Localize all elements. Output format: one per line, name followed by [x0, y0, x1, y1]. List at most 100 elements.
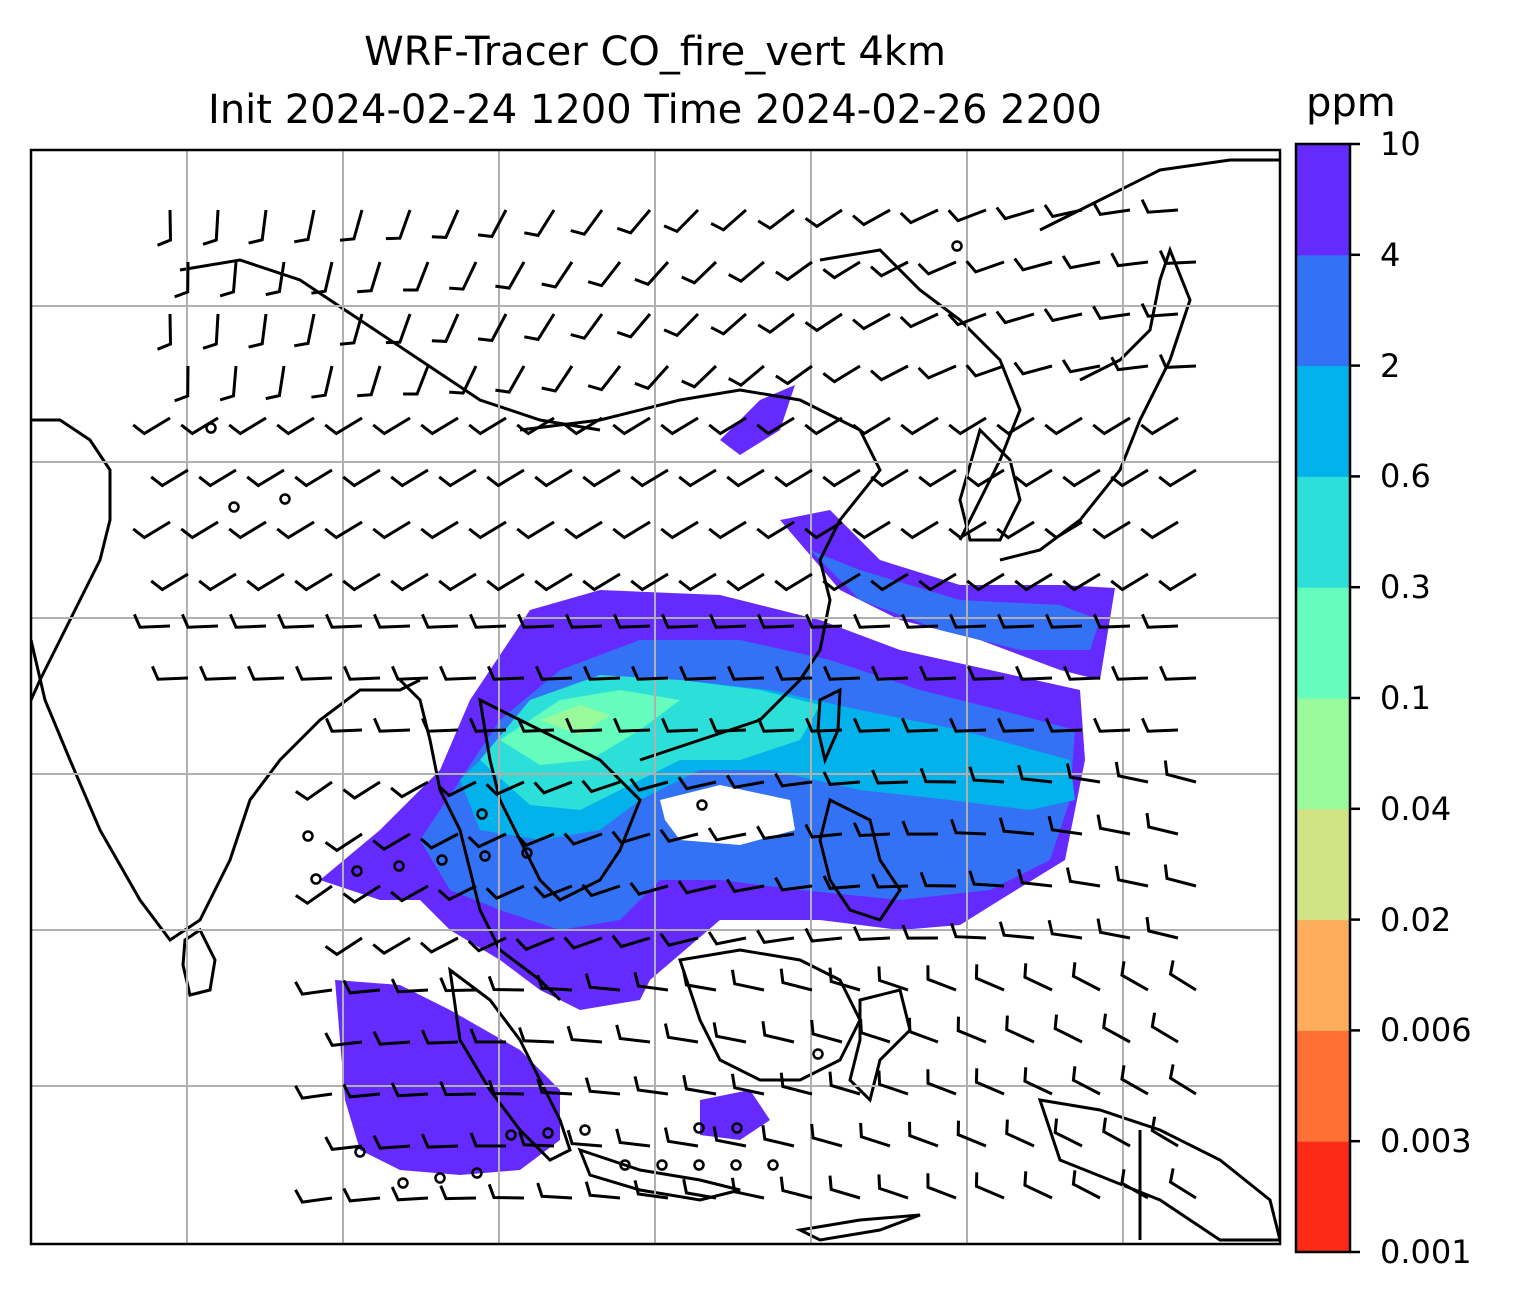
colorbar-bin [1296, 254, 1350, 367]
wind-barb [1145, 812, 1179, 836]
wind-barb [477, 313, 508, 343]
wind-barb [293, 313, 316, 348]
wind-barb [877, 966, 909, 992]
wind-barb [295, 665, 333, 681]
wind-barb [533, 780, 573, 795]
wind-barb [660, 520, 699, 540]
calm-wind-circle [471, 1167, 483, 1179]
wind-barb [612, 416, 651, 436]
wind-barb [616, 313, 652, 339]
wind-barb [712, 1126, 747, 1148]
wind-barb [869, 364, 909, 382]
wind-barb [311, 261, 334, 295]
wind-barb [391, 665, 429, 681]
wind-barb [421, 613, 459, 629]
wind-barb [1013, 257, 1053, 272]
plume-layer-0.1 [540, 705, 610, 735]
wind-barb [487, 1183, 525, 1200]
wind-barb [294, 1189, 333, 1204]
wind-barb [1096, 918, 1131, 940]
wind-barb [681, 260, 718, 285]
wind-barb [727, 260, 765, 284]
wind-barb [949, 717, 987, 733]
wind-barb [995, 310, 1035, 325]
calm-wind-circle [951, 240, 963, 252]
wind-barb [372, 1030, 411, 1046]
wind-barbs [132, 198, 1197, 1204]
wind-barb [828, 1071, 861, 1096]
calm-wind-circle [730, 1159, 742, 1171]
wind-barb [276, 416, 315, 436]
wind-barb [956, 1016, 987, 1044]
calm-wind-circle [619, 1159, 631, 1171]
wind-barb [1163, 864, 1197, 888]
colorbar-tick-label: 0.1 [1380, 679, 1431, 717]
wind-barb [918, 572, 957, 592]
wind-barb [467, 832, 507, 849]
wind-barb [324, 416, 363, 436]
map-frame [29, 148, 1282, 1246]
wind-barb [536, 1078, 573, 1096]
wind-barb [681, 364, 718, 389]
wind-barb [421, 1029, 459, 1045]
coast-india [31, 418, 112, 701]
wind-barb [518, 1027, 555, 1044]
wind-barb [1043, 308, 1083, 323]
wind-barb [859, 1018, 891, 1044]
wind-barb [247, 665, 285, 681]
coast-borneo [678, 948, 862, 1082]
wind-barb [967, 665, 1005, 681]
wind-barb [390, 1186, 429, 1202]
wind-barb [487, 975, 525, 992]
wind-barb [174, 261, 190, 299]
coast-taiwan [816, 687, 842, 765]
wind-barb [615, 1024, 651, 1044]
wind-barb [325, 717, 363, 733]
wind-barb [403, 261, 430, 292]
coast-korea [958, 427, 1022, 542]
calm-wind-circle [228, 501, 240, 513]
wind-barb [518, 1131, 555, 1148]
wind-barb [926, 1069, 957, 1096]
wind-barb [1141, 717, 1179, 733]
wind-barb [947, 312, 987, 327]
wind-barb [774, 876, 813, 892]
colorbar-bin [1296, 476, 1350, 588]
wind-barb [1141, 613, 1179, 629]
calm-wind-circle [696, 799, 708, 811]
wind-barb [1168, 1168, 1197, 1200]
wind-barb [1065, 763, 1101, 784]
wind-barb [1061, 359, 1101, 374]
wind-barb [516, 520, 555, 540]
wind-barb [822, 260, 861, 280]
wind-barb [804, 312, 843, 333]
wind-barb [1053, 1118, 1083, 1148]
wind-barb [1092, 305, 1131, 321]
coast-java [577, 1147, 741, 1202]
calm-wind-circle [302, 830, 314, 842]
calm-wind-circle [279, 493, 291, 505]
wind-barb [682, 970, 717, 992]
coast-china [519, 388, 882, 762]
wind-barb [1071, 1066, 1101, 1096]
wind-barb [1163, 760, 1197, 784]
wind-barb [584, 1077, 621, 1096]
colorbar-tick-label: 0.003 [1380, 1122, 1472, 1161]
wind-barb [804, 823, 843, 839]
wind-barb [710, 312, 747, 336]
wind-barb [877, 1174, 909, 1200]
wind-barb [918, 468, 957, 488]
wind-barb [533, 884, 573, 899]
wind-barb [581, 883, 621, 898]
wind-barb [870, 572, 909, 592]
wind-barb [901, 613, 939, 629]
wind-barb [265, 365, 286, 401]
wind-barb [587, 261, 622, 288]
wind-barb [373, 613, 411, 629]
colorbar-tick-label: 0.6 [1380, 457, 1431, 496]
wind-barb [822, 572, 861, 592]
coast-bay-bengal [398, 678, 562, 1002]
wind-barb [997, 717, 1035, 733]
calm-wind-circle [351, 865, 363, 877]
wind-barb [712, 1022, 747, 1044]
